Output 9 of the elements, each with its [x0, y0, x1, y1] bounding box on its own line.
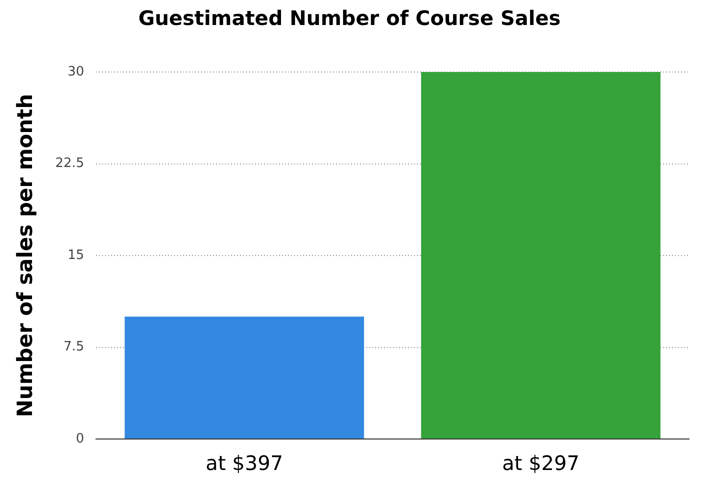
y-axis-title: Number of sales per month	[13, 94, 38, 418]
chart-title: Guestimated Number of Course Sales	[138, 6, 561, 30]
y-tick-label: 22.5	[55, 156, 84, 172]
y-tick-label: 7.5	[63, 340, 84, 355]
y-tick-label: 15	[68, 248, 84, 263]
x-tick-label: at $397	[206, 451, 284, 476]
x-tick-label: at $297	[502, 451, 580, 476]
y-tick-label: 0	[76, 431, 84, 446]
y-tick-label: 30	[68, 64, 84, 80]
